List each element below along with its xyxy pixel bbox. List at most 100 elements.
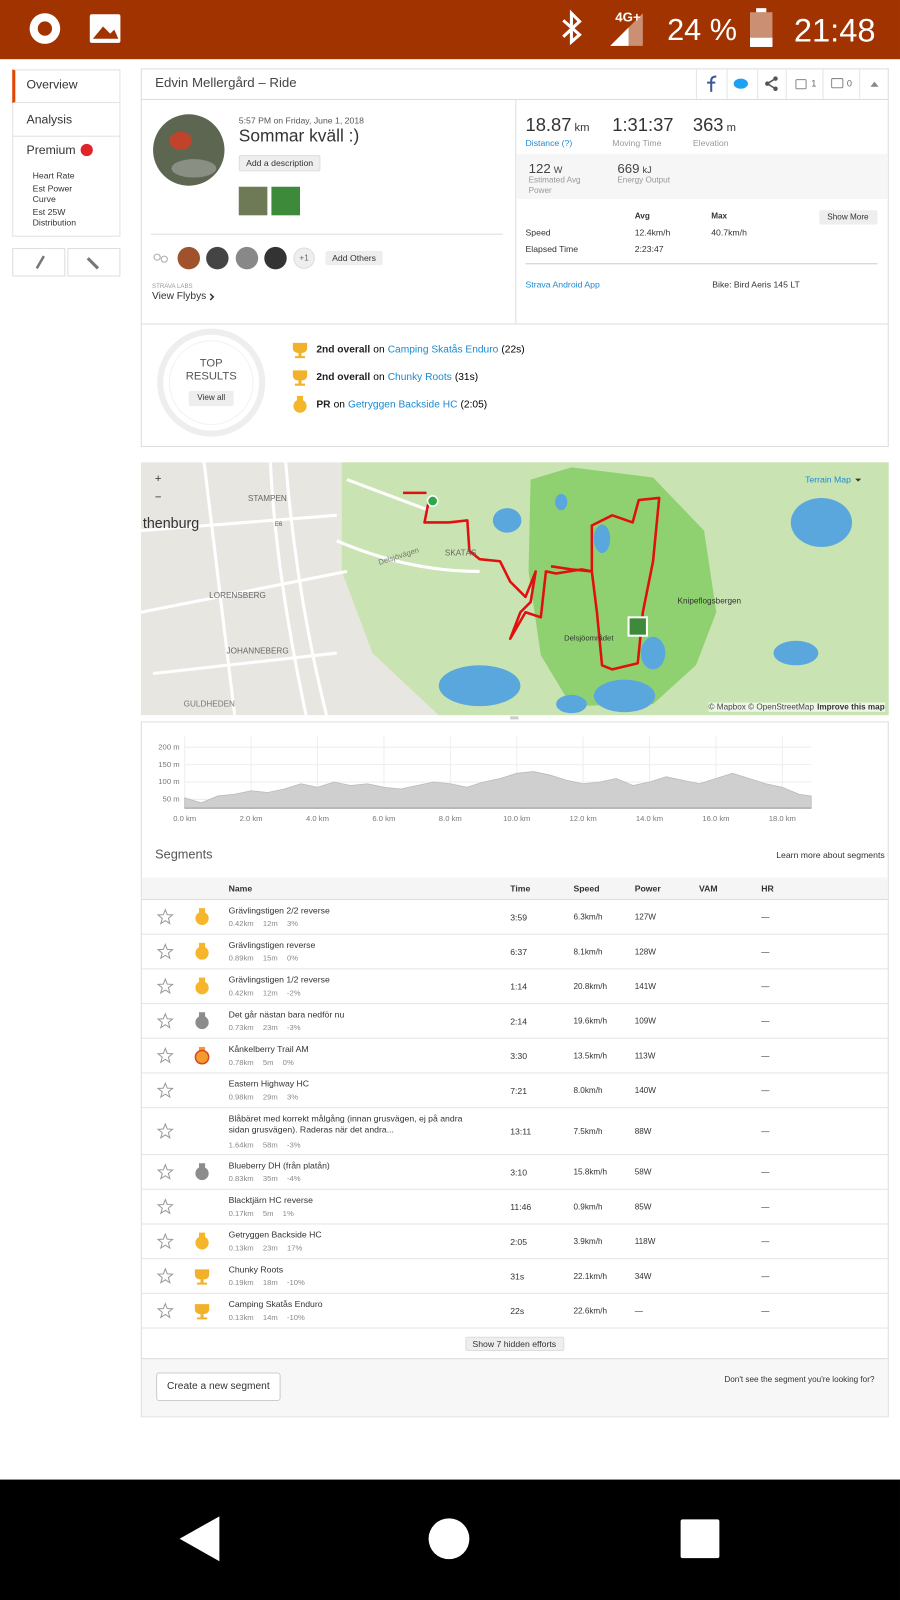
segment-hr: — [761, 1306, 770, 1316]
segment-row[interactable] [141, 1259, 888, 1294]
overview-tab[interactable] [12, 69, 121, 104]
segment-name[interactable]: Det går nästan bara nedför nu [228, 1009, 345, 1020]
sidebar-tab[interactable]: Premium [26, 142, 76, 157]
map-lake [556, 694, 587, 714]
medal-ribbon [198, 1046, 206, 1053]
back-button [179, 1516, 220, 1562]
segment-distance: 1.64km [228, 1140, 254, 1150]
zoom-out[interactable]: − [154, 491, 162, 504]
pencil-icon [35, 255, 45, 270]
network-type: 4G+ [615, 9, 641, 25]
segment-hr: — [761, 1236, 770, 1247]
segment-name[interactable]: Blueberry DH (från platån) [228, 1160, 330, 1171]
segment-hr: — [761, 912, 770, 922]
map [140, 462, 889, 716]
medal-icon [195, 911, 209, 925]
add-description-button[interactable] [238, 155, 321, 172]
section-divider [140, 323, 889, 325]
show-hidden-button[interactable] [465, 1336, 565, 1352]
battery-charge [749, 37, 773, 47]
star-icon [156, 977, 174, 995]
view-all-button[interactable] [188, 390, 234, 407]
segment-grade: -3% [286, 1022, 301, 1033]
add-others-button[interactable] [325, 251, 383, 266]
segment-row[interactable] [141, 1294, 888, 1329]
learn-more-link[interactable]: Learn more about segments [776, 849, 885, 861]
add-description-label[interactable]: Add a description [246, 158, 314, 169]
segment-name[interactable]: Kånkelberry Trail AM [228, 1043, 309, 1055]
show-hidden-label[interactable]: Show 7 hidden efforts [472, 1338, 557, 1349]
create-segment-button[interactable] [156, 1372, 281, 1402]
segment-name[interactable]: Blacktjärn HC reverse [228, 1194, 313, 1206]
segment-row[interactable] [141, 1190, 888, 1225]
segment-elevation: 18m [262, 1278, 278, 1288]
add-others-label[interactable]: Add Others [332, 252, 377, 264]
star-icon [156, 1267, 174, 1284]
column-header: Name [228, 883, 253, 894]
stats-row-label: Speed [525, 227, 551, 238]
sidebar-tab[interactable]: Analysis [26, 112, 73, 127]
segment-power: 109W [634, 1016, 657, 1026]
analysis-tab[interactable] [12, 103, 121, 137]
zoom-in[interactable]: + [154, 472, 162, 486]
segment-speed: 0.9km/h [573, 1202, 603, 1212]
flybys-link[interactable]: View Flybys [152, 290, 207, 303]
segment-name[interactable]: Chunky Roots [228, 1264, 284, 1275]
segment-name[interactable]: Camping Skatås Enduro [228, 1298, 323, 1310]
segment-name[interactable]: Blåbäret med korrekt målgång (innan grus… [228, 1113, 463, 1135]
segment-elevation: 12m [262, 918, 278, 929]
segment-time: 3:59 [510, 912, 528, 923]
show-more-button[interactable] [819, 210, 878, 225]
comment-icon [831, 78, 844, 89]
sidebar-tab[interactable]: Overview [26, 77, 78, 92]
collapse-caret [870, 81, 879, 87]
column-header: HR [761, 883, 774, 894]
segment-hr: — [761, 1126, 770, 1136]
tools-button[interactable] [67, 247, 121, 277]
segment-hr: — [761, 1051, 770, 1061]
segment-time: 11:46 [510, 1201, 532, 1213]
medal-ribbon [198, 1232, 206, 1238]
kudos-count[interactable]: 1 [811, 78, 817, 89]
segment-name[interactable]: Getryggen Backside HC [228, 1229, 322, 1240]
segment-name[interactable]: Grävlingstigen 2/2 reverse [228, 905, 330, 916]
result-segment: Chunky Roots [387, 371, 452, 384]
map-reserve [528, 467, 717, 707]
photo-thumb [271, 186, 300, 216]
segment-distance: 0.42km [228, 918, 254, 929]
segment-hr: — [761, 1167, 770, 1177]
medal-icon [194, 1049, 210, 1065]
premium-item[interactable]: Est Power Curve [32, 183, 73, 205]
segment-name[interactable]: Grävlingstigen 1/2 reverse [228, 974, 330, 985]
create-segment-label[interactable]: Create a new segment [167, 1380, 270, 1392]
segment-details: 0.98km 29m 3% [229, 1092, 298, 1101]
comment-count[interactable]: 0 [846, 78, 853, 89]
segment-power: 140W [634, 1085, 657, 1096]
segment-row[interactable] [141, 1224, 888, 1260]
show-more-label[interactable]: Show More [827, 212, 869, 222]
segment-row[interactable] [141, 1039, 888, 1074]
segment-name[interactable]: Eastern Highway HC [228, 1078, 310, 1089]
premium-item[interactable]: Est 25W Distribution [32, 206, 77, 228]
edit-button[interactable] [12, 247, 66, 277]
map-type-caret [855, 478, 862, 482]
view-all-label[interactable]: View all [197, 393, 226, 403]
segment-row[interactable] [141, 1155, 888, 1190]
segment-row[interactable] [141, 935, 888, 970]
segment-row[interactable] [141, 969, 888, 1005]
premium-item[interactable]: Heart Rate [32, 170, 75, 181]
segment-row[interactable] [141, 1004, 888, 1039]
segment-time: 2:05 [510, 1236, 528, 1247]
segment-row[interactable] [141, 1073, 888, 1109]
map-type-label[interactable]: Terrain Map [805, 474, 851, 485]
segment-row[interactable] [141, 900, 888, 935]
column-header: Time [510, 883, 531, 894]
segment-row[interactable] [141, 1108, 888, 1156]
segment-power: 34W [634, 1271, 652, 1281]
stats-avg: 2:23:47 [634, 243, 664, 254]
segment-time: 3:10 [510, 1167, 528, 1178]
result-time: (2:05) [460, 399, 488, 411]
segment-name[interactable]: Grävlingstigen reverse [228, 939, 316, 950]
device-link[interactable]: Strava Android App [525, 279, 600, 290]
